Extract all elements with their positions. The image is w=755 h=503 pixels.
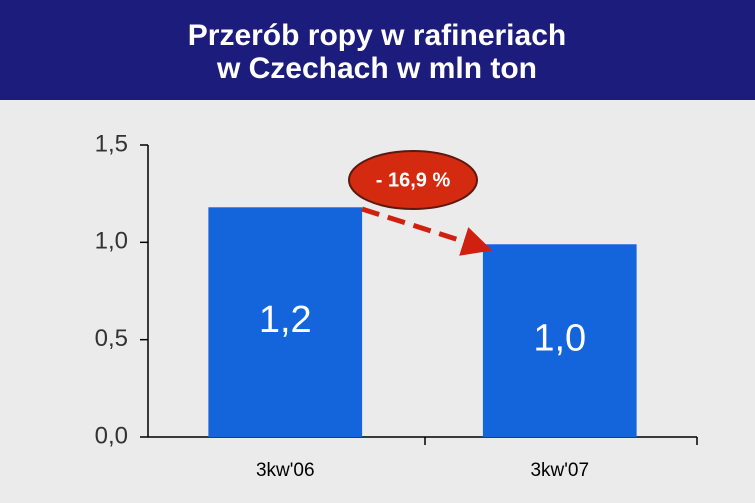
y-tick-label: 1,0 <box>95 228 128 255</box>
bar <box>482 244 637 437</box>
chart-title: w Czechach w mln ton <box>216 52 537 85</box>
annotation-badge <box>348 150 478 210</box>
chart-title: Przerób ropy w rafineriach <box>188 19 566 52</box>
title-banner <box>0 0 755 100</box>
x-tick-label: 3kw'07 <box>530 460 589 481</box>
change-arrow <box>361 206 493 256</box>
y-tick-label: 0,5 <box>95 325 128 352</box>
x-tick-label: 3kw'06 <box>256 460 315 481</box>
y-tick-label: 0,0 <box>95 422 128 449</box>
y-tick-label: 1,5 <box>95 130 128 157</box>
bar <box>208 207 363 437</box>
value-label: 1,2 <box>259 299 312 341</box>
annotation: - 16,9 % <box>376 169 451 191</box>
value-label: 1,0 <box>533 318 586 360</box>
